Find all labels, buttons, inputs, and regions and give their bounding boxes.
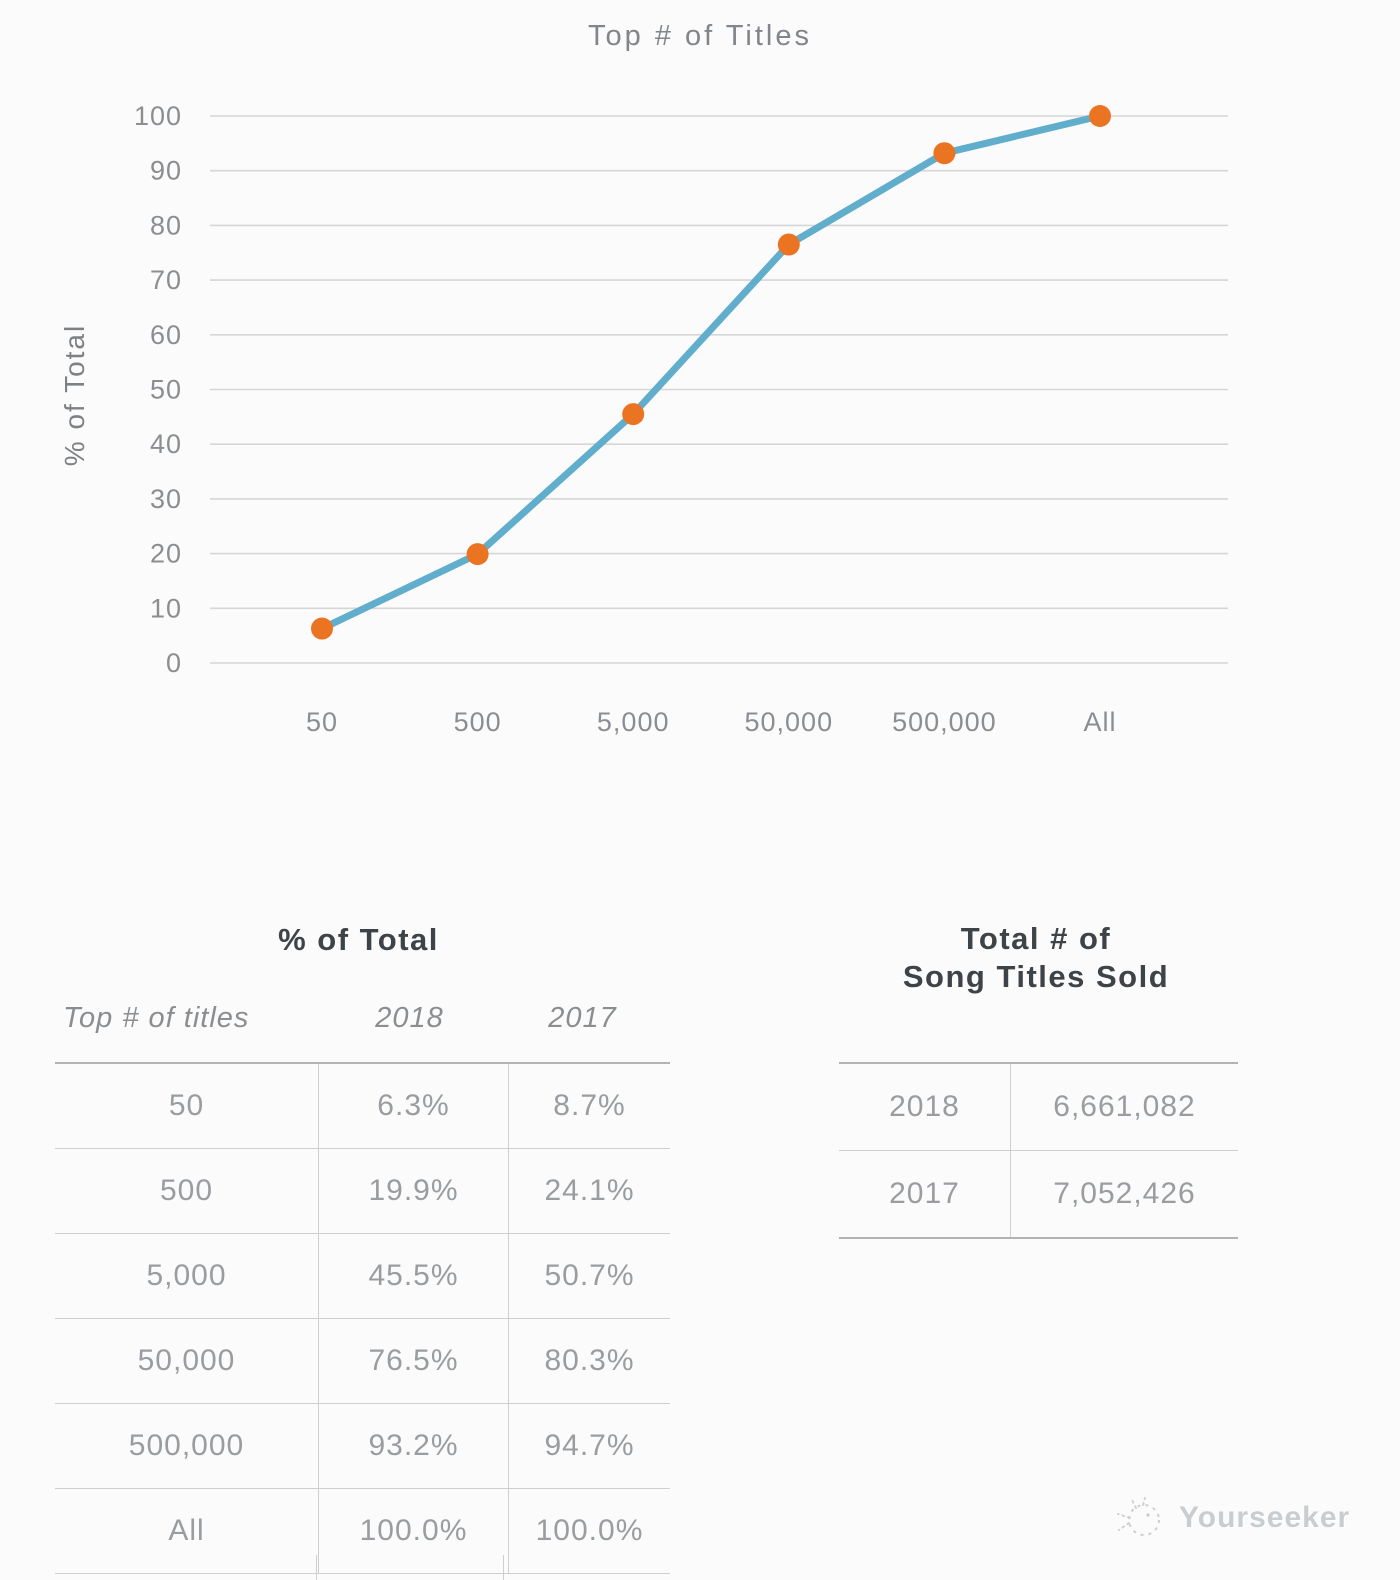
totals-table-title-line1: Total # of <box>960 921 1112 956</box>
column-header-2017: 2017 <box>548 1002 617 1034</box>
column-header-2018: 2018 <box>375 1002 444 1034</box>
table-cell: 5,000 <box>55 1233 319 1319</box>
x-tick-label: 50,000 <box>745 707 834 737</box>
x-tick-label: 5,000 <box>597 707 670 737</box>
table-row: 50,000 76.5% 80.3% <box>55 1318 670 1404</box>
data-point-marker <box>933 142 956 165</box>
table-divider <box>316 1555 317 1580</box>
chart-title: Top # of Titles <box>588 20 812 52</box>
totals-table: 2018 6,661,082 2017 7,052,426 <box>839 1062 1238 1239</box>
table-row: 2017 7,052,426 <box>839 1150 1238 1238</box>
data-point-marker <box>622 403 645 426</box>
table-cell: 19.9% <box>318 1148 509 1234</box>
table-cell: 50.7% <box>508 1233 670 1319</box>
table-cell: 50,000 <box>55 1318 319 1404</box>
column-header-top-titles: Top # of titles <box>63 1002 250 1034</box>
table-row: All 100.0% 100.0% <box>55 1488 670 1574</box>
y-tick-label: 30 <box>150 484 182 514</box>
watermark: Yourseeker <box>1112 1492 1350 1544</box>
x-tick-label: 500,000 <box>892 707 997 737</box>
y-tick-label: 80 <box>150 210 182 240</box>
totals-table-title-line2: Song Titles Sold <box>902 959 1170 994</box>
x-tick-label: 50 <box>306 707 338 737</box>
line-series-2018 <box>318 112 1104 633</box>
table-divider <box>503 1555 504 1580</box>
table-cell: 76.5% <box>318 1318 509 1404</box>
table-cell: 94.7% <box>508 1403 670 1489</box>
table-cell: 6.3% <box>318 1063 509 1149</box>
y-tick-label: 20 <box>150 539 182 569</box>
totals-table-title: Total # of Song Titles Sold <box>839 920 1233 996</box>
data-point-marker <box>777 233 800 256</box>
data-point-marker <box>311 617 333 640</box>
table-cell: 24.1% <box>508 1148 670 1234</box>
table-cell: 2017 <box>839 1150 1011 1238</box>
table-cell: All <box>55 1488 319 1574</box>
table-row: 5,000 45.5% 50.7% <box>55 1233 670 1319</box>
line-chart: 0 10 20 30 40 50 60 70 80 90 100 50 500 5,000 50,000 50… <box>134 101 1228 737</box>
table-row: 2018 6,661,082 <box>839 1063 1238 1151</box>
percent-table-header: Top # of titles 2018 2017 <box>55 1002 662 1035</box>
x-tick-label: All <box>1083 707 1116 737</box>
table-row: 500 19.9% 24.1% <box>55 1148 670 1234</box>
table-cell: 8.7% <box>553 1089 626 1122</box>
table-cell: 45.5% <box>318 1233 509 1319</box>
table-cell: 93.2% <box>318 1403 509 1489</box>
y-tick-label: 0 <box>166 648 182 678</box>
y-tick-label: 100 <box>134 101 182 131</box>
x-tick-label: 500 <box>454 707 502 737</box>
table-cell: 100.0% <box>318 1488 509 1574</box>
y-tick-label: 70 <box>150 265 182 295</box>
table-cell: 500 <box>55 1148 319 1234</box>
y-tick-label: 10 <box>150 593 182 623</box>
table-cell: 100.0% <box>508 1488 670 1574</box>
data-point-marker <box>466 543 489 566</box>
table-cell: 500,000 <box>55 1403 319 1489</box>
table-row: 500,000 93.2% 94.7% <box>55 1403 670 1489</box>
data-point-marker <box>1089 105 1111 127</box>
watermark-label: Yourseeker <box>1179 1501 1351 1534</box>
percent-table: 50 6.3% 8.7% 500 19.9% 24.1% 5,000 45.5% 50.7% 50… <box>55 1062 670 1574</box>
table-row: 50 6.3% 8.7% <box>55 1063 670 1149</box>
table-cell: 2018 <box>839 1063 1011 1151</box>
y-tick-label: 50 <box>150 375 182 405</box>
y-tick-label: 40 <box>150 429 182 459</box>
table-cell: 6,661,082 <box>1053 1090 1196 1123</box>
table-cell: 80.3% <box>508 1318 670 1404</box>
yourseeker-logo-icon <box>1117 1497 1160 1536</box>
table-cell: 7,052,426 <box>1010 1150 1238 1238</box>
y-tick-label: 90 <box>150 156 182 186</box>
table-cell: 50 <box>55 1063 319 1149</box>
y-tick-label: 60 <box>150 320 182 350</box>
percent-table-title: % of Total <box>278 922 439 957</box>
